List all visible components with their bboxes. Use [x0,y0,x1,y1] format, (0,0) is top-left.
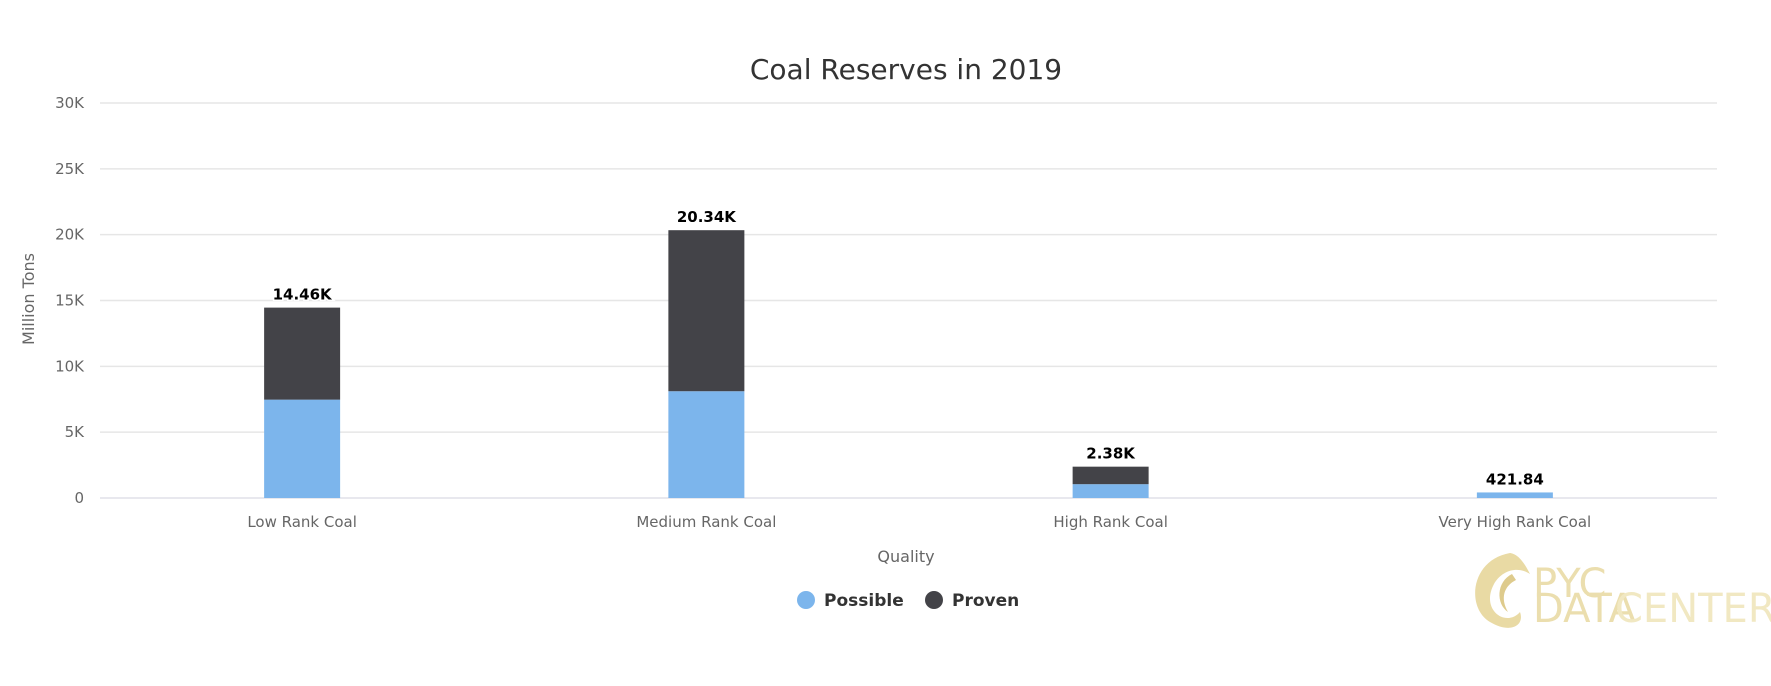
legend-item-proven[interactable]: Proven [925,591,1019,611]
logo-text-pyc: PYC [1533,561,1606,607]
gridlines [100,102,1717,499]
total-data-label: 2.38K [1086,445,1136,463]
total-data-label: 14.46K [273,286,333,304]
y-tick-label: 15K [55,292,85,310]
y-tick-label: 25K [55,160,85,178]
logo-swirl-inner-icon [1499,574,1516,612]
legend-label: Possible [824,591,904,611]
total-data-label: 20.34K [677,208,737,226]
x-tick-label: Medium Rank Coal [636,513,776,531]
bar-possible [1476,492,1553,498]
logo-swirl-icon [1475,553,1530,628]
bar-proven [1072,466,1149,485]
y-axis-ticks: 0 5K 10K 15K 20K 25K 30K [55,94,85,507]
legend-marker-icon [925,591,943,609]
legend-label: Proven [952,591,1019,611]
y-tick-label: 5K [65,423,86,441]
y-tick-label: 30K [55,94,85,112]
y-tick-label: 0 [74,489,84,507]
pyc-datacenter-logo: PYC DATA CENTER [1475,553,1771,632]
chart-title: Coal Reserves in 2019 [750,53,1062,86]
legend-marker-icon [797,591,815,609]
bar-possible [264,399,341,498]
x-tick-label: Very High Rank Coal [1439,513,1592,531]
x-tick-label: Low Rank Coal [247,513,357,531]
x-axis-title: Quality [877,547,934,566]
total-data-label: 421.84 [1486,470,1544,488]
legend: Possible Proven [797,591,1019,611]
x-tick-label: High Rank Coal [1053,513,1168,531]
bar-proven [668,230,745,392]
bar-possible [668,391,745,498]
y-tick-label: 10K [55,357,85,375]
bar-proven [264,307,341,400]
y-axis-title: Million Tons [19,253,38,345]
data-labels: 14.46K 20.34K 2.38K 421.84 [271,207,1545,490]
bars [264,230,1553,498]
logo-text-data: DATA [1533,586,1637,632]
bar-possible [1072,484,1149,498]
legend-item-possible[interactable]: Possible [797,591,904,611]
y-tick-label: 20K [55,226,85,244]
x-axis-ticks: Low Rank Coal Medium Rank Coal High Rank C… [247,513,1591,531]
logo-text-center: CENTER [1615,586,1771,632]
